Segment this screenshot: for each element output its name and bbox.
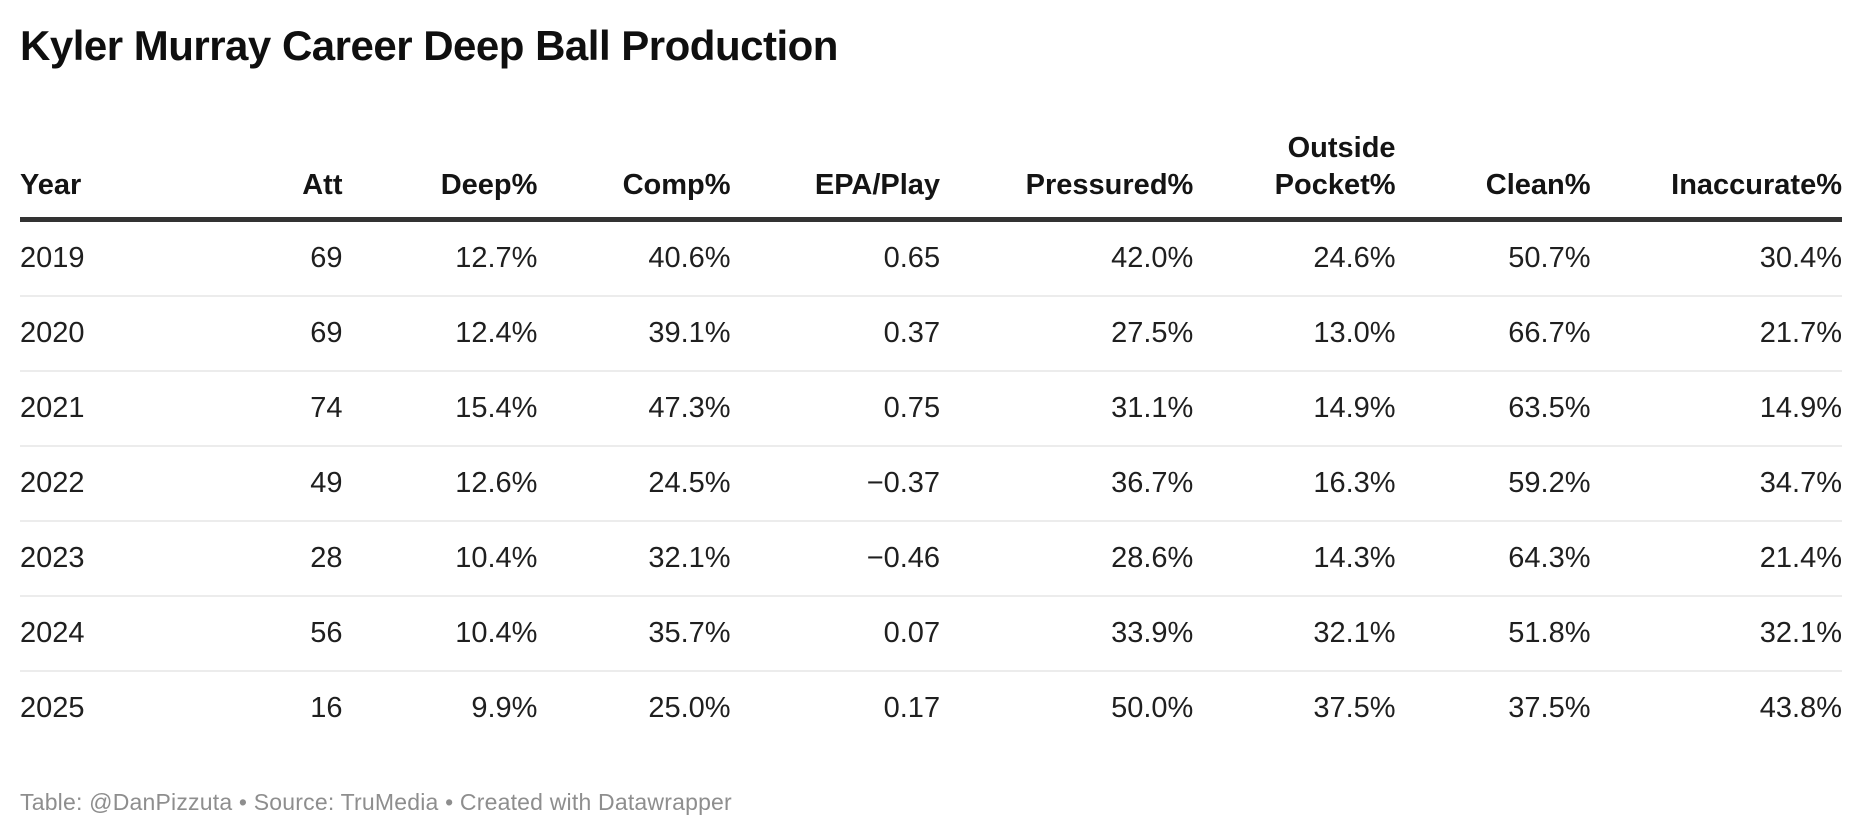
value-cell: 51.8% bbox=[1395, 595, 1591, 672]
header-cell-inaccurate: Inaccurate% bbox=[1590, 78, 1842, 222]
header-cell-pressured: Pressured% bbox=[940, 78, 1194, 222]
table-row: 2024 56 10.4% 35.7% 0.07 33.9% 32.1% 51.8% 32.1% bbox=[20, 595, 1842, 672]
year-cell: 2020 bbox=[20, 295, 174, 372]
value-cell: 12.4% bbox=[342, 295, 538, 372]
value-cell: 28.6% bbox=[940, 520, 1194, 597]
data-table: Year Att Deep% Comp% EPA/Play Pressured% Outsi… bbox=[20, 78, 1842, 745]
value-cell: 49 bbox=[173, 445, 343, 522]
value-cell: 16 bbox=[310, 691, 343, 724]
value-cell: 42.0% bbox=[940, 219, 1194, 297]
table-row: 2020 69 12.4% 39.1% 0.37 27.5% 13.0% 66.7% 21.7% bbox=[20, 295, 1842, 372]
value-cell: 33.9% bbox=[940, 595, 1194, 672]
value-cell: 0.07 bbox=[730, 595, 941, 672]
table-row: 2019 69 12.7% 40.6% 0.65 42.0% 24.6% 50.7% 30.4% bbox=[20, 219, 1842, 297]
value-cell: 43.8% bbox=[1759, 691, 1842, 724]
value-cell: 39.1% bbox=[537, 295, 731, 372]
value-cell: 9.9% bbox=[471, 691, 538, 724]
value-cell: 32.1% bbox=[1590, 595, 1842, 672]
table-row: 2023 28 10.4% 32.1% −0.46 28.6% 14.3% 64.3% 21.4… bbox=[20, 520, 1842, 597]
value-cell: 10.4% bbox=[342, 520, 538, 597]
value-cell: 14.9% bbox=[1590, 370, 1842, 447]
value-cell: 0.75 bbox=[730, 370, 941, 447]
value-cell: 30.4% bbox=[1590, 219, 1842, 297]
header-cell-att: Att bbox=[173, 78, 343, 222]
value-cell: 13.0% bbox=[1193, 295, 1396, 372]
value-cell: 36.7% bbox=[940, 445, 1194, 522]
value-cell: 16.3% bbox=[1193, 445, 1396, 522]
value-cell: 37.5% bbox=[1313, 691, 1396, 724]
header-cell-comp: Comp% bbox=[537, 78, 731, 222]
value-cell: −0.46 bbox=[730, 520, 941, 597]
value-cell: 50.0% bbox=[1111, 691, 1194, 724]
value-cell: 32.1% bbox=[537, 520, 731, 597]
value-cell: 64.3% bbox=[1395, 520, 1591, 597]
header-cell-deep: Deep% bbox=[342, 78, 538, 222]
table-footer: Table: @DanPizzuta • Source: TruMedia • … bbox=[20, 788, 732, 815]
value-cell: 56 bbox=[173, 595, 343, 672]
value-cell: 40.6% bbox=[537, 219, 731, 297]
value-cell: 0.17 bbox=[883, 691, 941, 724]
value-cell: 74 bbox=[173, 370, 343, 447]
header-cell-year: Year bbox=[20, 78, 174, 222]
value-cell: 59.2% bbox=[1395, 445, 1591, 522]
value-cell: 37.5% bbox=[1508, 691, 1591, 724]
value-cell: 25.0% bbox=[648, 691, 731, 724]
header-cell-epa-play: EPA/Play bbox=[730, 78, 941, 222]
value-cell: 12.7% bbox=[342, 219, 538, 297]
year-cell: 2024 bbox=[20, 595, 174, 672]
value-cell: 63.5% bbox=[1395, 370, 1591, 447]
table-body: 2019 69 12.7% 40.6% 0.65 42.0% 24.6% 50.7% 30.4%… bbox=[20, 219, 1842, 745]
year-cell: 2022 bbox=[20, 445, 174, 522]
value-cell: 0.65 bbox=[730, 219, 941, 297]
table-row: 2021 74 15.4% 47.3% 0.75 31.1% 14.9% 63.5% 14.9% bbox=[20, 370, 1842, 447]
value-cell: 10.4% bbox=[342, 595, 538, 672]
table-row: 2022 49 12.6% 24.5% −0.37 36.7% 16.3% 59.2% 34.7… bbox=[20, 445, 1842, 522]
value-cell: 15.4% bbox=[342, 370, 538, 447]
header-cell-outside-pocket: Outside Pocket% bbox=[1193, 78, 1396, 222]
header-row: Year Att Deep% Comp% EPA/Play Pressured% Outsi… bbox=[20, 78, 1842, 222]
value-cell: 24.6% bbox=[1193, 219, 1396, 297]
value-cell: 27.5% bbox=[940, 295, 1194, 372]
value-cell: 21.7% bbox=[1590, 295, 1842, 372]
value-cell: 34.7% bbox=[1590, 445, 1842, 522]
table-row: 2025 16 9.9% 25.0% 0.17 50.0% 37.5% 37.5% 43.8% bbox=[20, 671, 1842, 745]
value-cell: 14.3% bbox=[1193, 520, 1396, 597]
value-cell: 69 bbox=[173, 219, 343, 297]
value-cell: 35.7% bbox=[537, 595, 731, 672]
header-cell-clean: Clean% bbox=[1395, 78, 1591, 222]
value-cell: 24.5% bbox=[537, 445, 731, 522]
value-cell: 66.7% bbox=[1395, 295, 1591, 372]
value-cell: 69 bbox=[173, 295, 343, 372]
value-cell: 31.1% bbox=[940, 370, 1194, 447]
value-cell: 12.6% bbox=[342, 445, 538, 522]
value-cell: 28 bbox=[173, 520, 343, 597]
value-cell: 50.7% bbox=[1395, 219, 1591, 297]
year-cell: 2021 bbox=[20, 370, 174, 447]
value-cell: 14.9% bbox=[1193, 370, 1396, 447]
value-cell: 21.4% bbox=[1590, 520, 1842, 597]
year-cell: 2019 bbox=[20, 219, 174, 297]
value-cell: 0.37 bbox=[730, 295, 941, 372]
value-cell: 47.3% bbox=[537, 370, 731, 447]
chart-title: Kyler Murray Career Deep Ball Production bbox=[20, 22, 838, 69]
value-cell: −0.37 bbox=[730, 445, 941, 522]
value-cell: 32.1% bbox=[1193, 595, 1396, 672]
year-cell: 2023 bbox=[20, 520, 174, 597]
year-cell: 2025 bbox=[20, 691, 85, 724]
